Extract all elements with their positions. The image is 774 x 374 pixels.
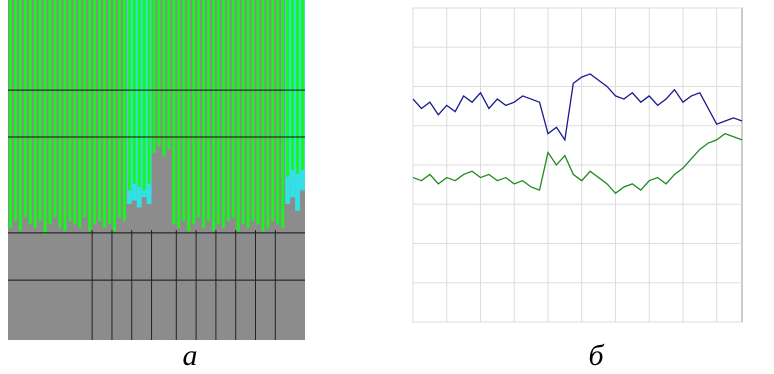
bar	[291, 0, 295, 170]
plot-background	[8, 0, 305, 340]
bar	[231, 0, 235, 218]
bar	[18, 0, 22, 232]
bar	[122, 0, 126, 221]
panel-label: а	[183, 339, 198, 372]
bar	[152, 0, 156, 153]
bar	[78, 0, 82, 228]
bar	[221, 0, 225, 228]
bar	[63, 0, 67, 232]
bar	[241, 0, 245, 225]
bar	[132, 0, 136, 184]
bar	[271, 0, 275, 221]
bar	[162, 0, 166, 157]
bar	[202, 0, 206, 228]
bar	[137, 0, 141, 187]
bar	[107, 0, 111, 225]
bar	[236, 0, 240, 232]
bar	[117, 0, 121, 218]
bar	[33, 0, 37, 228]
bar	[182, 0, 186, 221]
bar	[98, 0, 102, 221]
bar	[38, 0, 42, 221]
bar	[296, 0, 300, 174]
bar	[276, 0, 280, 225]
bar	[127, 0, 131, 191]
bar	[157, 0, 161, 147]
data-line	[412, 132, 743, 195]
bar	[172, 0, 176, 225]
bar	[28, 0, 32, 225]
bar	[73, 0, 77, 225]
bar	[142, 0, 146, 191]
bar	[246, 0, 250, 228]
bar	[53, 0, 57, 218]
bar	[187, 0, 191, 232]
bar	[192, 0, 196, 225]
bar	[23, 0, 27, 218]
bar	[286, 0, 290, 177]
bar	[43, 0, 47, 235]
bar	[8, 0, 12, 228]
bar	[251, 0, 255, 221]
bar	[103, 0, 107, 228]
data-line	[412, 73, 743, 142]
bar	[266, 0, 270, 228]
bar	[301, 0, 305, 170]
panel-label: б	[588, 339, 604, 372]
bar	[167, 0, 171, 150]
bar	[177, 0, 181, 228]
bar	[112, 0, 116, 232]
bar	[281, 0, 285, 228]
bar	[226, 0, 230, 221]
bar	[211, 0, 215, 232]
bar	[13, 0, 17, 221]
bar	[256, 0, 260, 225]
bar	[88, 0, 92, 232]
bar	[147, 0, 151, 184]
bar	[197, 0, 201, 218]
bar	[216, 0, 220, 225]
bar	[261, 0, 265, 232]
bar	[83, 0, 87, 218]
bar	[68, 0, 72, 221]
bar	[58, 0, 62, 228]
bar	[206, 0, 210, 221]
bar	[48, 0, 52, 225]
bar	[93, 0, 97, 225]
